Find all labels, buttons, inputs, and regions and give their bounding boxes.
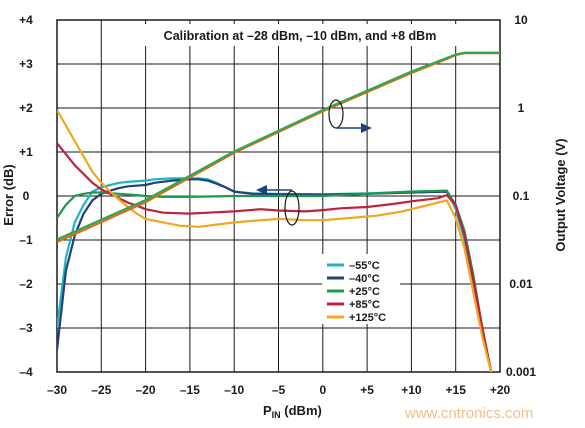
x-tick-label: –15 <box>180 383 200 397</box>
right-y-tick-labels: 0.001 0.01 0.1 1 10 <box>506 13 536 379</box>
x-axis-title-unit: (dBm) <box>281 403 322 418</box>
right-y-tick-label: 0.001 <box>506 365 536 379</box>
x-axis-title-subscript: IN <box>272 410 281 420</box>
plot-border <box>56 19 501 373</box>
x-tick-label: –20 <box>136 383 156 397</box>
x-tick-label: –5 <box>272 383 286 397</box>
x-tick-label: –10 <box>224 383 244 397</box>
left-y-tick-label: –3 <box>19 321 33 335</box>
right-y-tick-label: 0.1 <box>513 189 530 203</box>
x-tick-label: +5 <box>360 383 374 397</box>
right-y-tick-label: 10 <box>514 13 528 27</box>
left-y-tick-label: –1 <box>19 233 33 247</box>
series-line <box>57 189 493 372</box>
calibration-annotation: Calibration at –28 dBm, –10 dBm, and +8 … <box>164 29 437 43</box>
left-y-tick-label: +1 <box>19 145 33 159</box>
series-line <box>57 178 493 372</box>
left-y-tick-label: –2 <box>19 277 33 291</box>
series-lines <box>57 51 500 372</box>
plot-frame <box>56 19 501 373</box>
legend-label: –40°C <box>349 273 380 285</box>
watermark: www.cntronics.com <box>404 405 533 422</box>
x-axis-title: PIN (dBm) <box>263 403 322 420</box>
legend-label: –55°C <box>349 260 380 272</box>
x-tick-label: +10 <box>401 383 422 397</box>
error-curve-marker <box>284 190 300 226</box>
left-y-axis-title: Error (dB) <box>1 164 16 225</box>
axis-arrows <box>256 99 372 226</box>
series-line <box>57 51 500 241</box>
x-tick-label: +15 <box>446 383 467 397</box>
right-y-axis-title: Output Voltage (V) <box>553 138 568 251</box>
left-y-tick-label: +4 <box>19 13 33 27</box>
legend-label: +85°C <box>349 299 380 311</box>
series-line <box>57 177 493 372</box>
left-y-tick-label: +3 <box>19 57 33 71</box>
legend-label: +25°C <box>349 286 380 298</box>
right-y-tick-label: 1 <box>518 101 525 115</box>
left-y-tick-labels: –4 –3 –2 –1 0 +1 +2 +3 +4 <box>19 13 33 379</box>
series-line <box>57 142 493 372</box>
annotation-box <box>118 24 486 46</box>
series-line <box>57 109 493 372</box>
x-tick-label: 0 <box>319 383 326 397</box>
right-arrow-head <box>361 123 372 133</box>
right-y-tick-label: 0.01 <box>509 277 533 291</box>
left-y-tick-label: 0 <box>23 189 30 203</box>
left-y-tick-label: +2 <box>19 101 33 115</box>
legend: –55°C–40°C+25°C+85°C+125°C <box>322 254 400 324</box>
left-y-tick-label: –4 <box>19 365 33 379</box>
x-axis-title-main: P <box>263 403 272 418</box>
x-tick-labels: –30 –25 –20 –15 –10 –5 0 +5 +10 +15 +20 <box>47 383 511 397</box>
x-tick-label: –25 <box>91 383 111 397</box>
x-tick-label: +20 <box>490 383 511 397</box>
legend-label: +125°C <box>349 312 386 324</box>
x-tick-label: –30 <box>47 383 67 397</box>
left-arrow-head <box>256 185 267 195</box>
